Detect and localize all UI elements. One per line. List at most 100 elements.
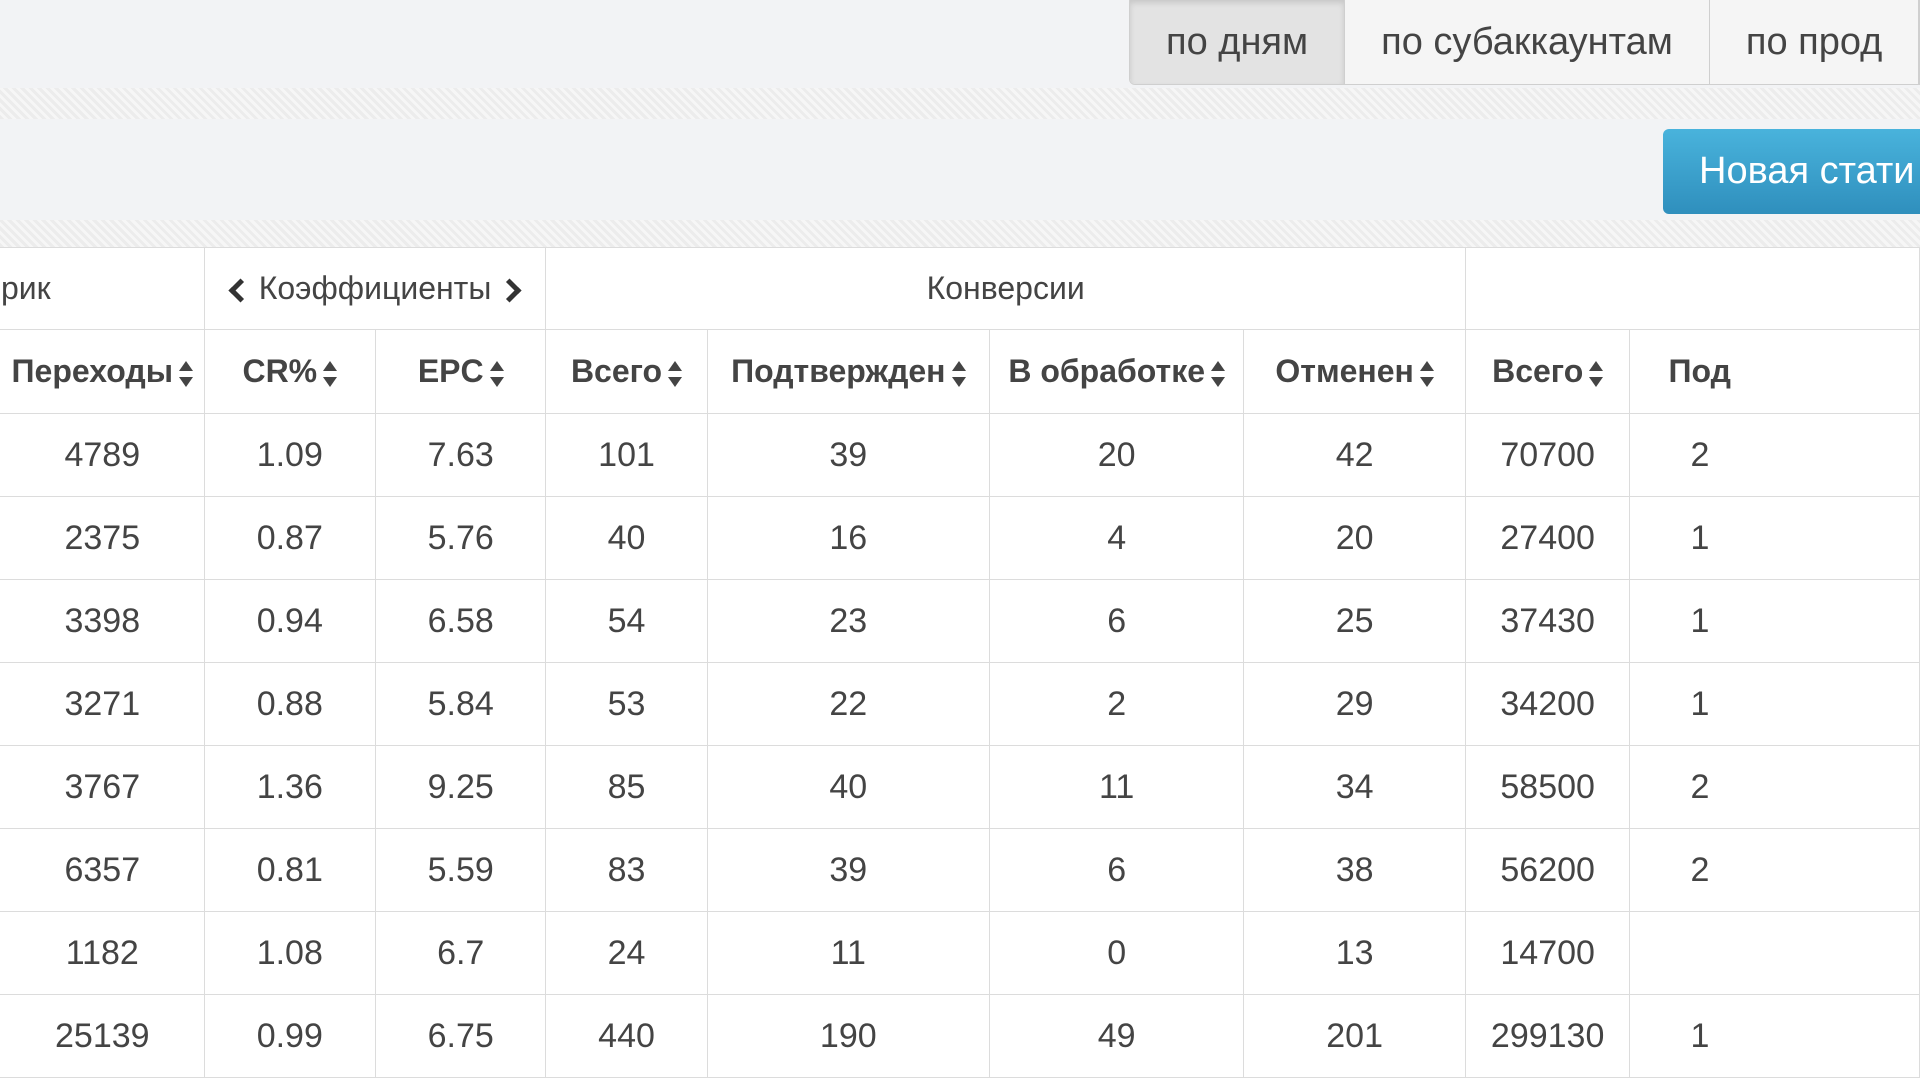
cell-value: 7.63 xyxy=(427,435,494,474)
sort-icon[interactable] xyxy=(1589,360,1604,387)
table-cell: 101 xyxy=(545,413,708,497)
group-header: Коэффициенты xyxy=(203,247,547,330)
cell-value: 9.25 xyxy=(427,767,494,806)
tab[interactable]: по прод xyxy=(1710,0,1920,84)
sort-icon[interactable] xyxy=(951,360,966,387)
table-cell: 14700 xyxy=(1464,911,1631,995)
table-cell: 22 xyxy=(706,662,990,746)
cell-value: 1 xyxy=(1690,684,1710,723)
column-header[interactable]: Переходы xyxy=(0,329,205,414)
table-cell: 1 xyxy=(1629,662,1920,746)
new-stat-button[interactable]: Новая стати xyxy=(1663,129,1920,214)
cell-value: 20 xyxy=(1097,435,1136,474)
table-cell: 13 xyxy=(1243,911,1466,995)
cell-value: 0.94 xyxy=(256,601,323,640)
table-row: 2375 0.87 5.76 40 16 4 20 27400 1 xyxy=(0,496,1920,580)
tab[interactable]: по субаккаунтам xyxy=(1345,0,1710,84)
table-cell: 190 xyxy=(706,994,990,1078)
next-icon[interactable] xyxy=(497,278,522,303)
table-row: 3398 0.94 6.58 54 23 6 25 37430 1 xyxy=(0,579,1920,663)
cell-value: 42 xyxy=(1335,435,1374,474)
sort-icon[interactable] xyxy=(1419,360,1434,387)
cell-value: 3767 xyxy=(64,767,141,806)
cell-value: 83 xyxy=(607,850,646,889)
table-cell: 54 xyxy=(545,579,708,663)
table-row: 6357 0.81 5.59 83 39 6 38 56200 2 xyxy=(0,828,1920,912)
column-header[interactable]: CR% xyxy=(203,329,377,414)
table-cell xyxy=(1629,911,1920,995)
cell-value: 1.36 xyxy=(256,767,323,806)
table-cell: 58500 xyxy=(1464,745,1631,829)
table-cell: 6.75 xyxy=(374,994,547,1078)
table-cell: 2 xyxy=(988,662,1245,746)
cell-value: 13 xyxy=(1335,933,1374,972)
column-label: Подтвержден xyxy=(731,353,946,389)
cell-value: 56200 xyxy=(1500,850,1595,889)
cell-value: 37430 xyxy=(1500,601,1595,640)
table-cell: 29 xyxy=(1243,662,1466,746)
cell-value: 20 xyxy=(1335,518,1374,557)
cell-value: 0.99 xyxy=(256,1016,323,1055)
column-header[interactable]: В обработке xyxy=(988,329,1245,414)
column-header[interactable]: Всего xyxy=(545,329,708,414)
sort-icon[interactable] xyxy=(489,360,504,387)
column-label: Отменен xyxy=(1275,353,1414,389)
sort-icon[interactable] xyxy=(179,360,194,387)
cell-value: 2 xyxy=(1107,684,1127,723)
cell-value: 3271 xyxy=(64,684,141,723)
group-label: Конверсии xyxy=(926,270,1085,306)
cell-value: 190 xyxy=(819,1016,877,1055)
table-cell: 2375 xyxy=(0,496,205,580)
cell-value: 58500 xyxy=(1500,767,1595,806)
group-header: Конверсии xyxy=(545,247,1466,330)
cell-value: 101 xyxy=(598,435,655,474)
table-cell: 440 xyxy=(545,994,708,1078)
table-cell: 5.59 xyxy=(374,828,547,912)
cell-value: 201 xyxy=(1326,1016,1383,1055)
column-header[interactable]: Всего xyxy=(1464,329,1631,414)
cell-value: 11 xyxy=(830,933,866,972)
cell-value: 440 xyxy=(598,1016,655,1055)
cell-value: 299130 xyxy=(1490,1016,1605,1055)
column-header[interactable]: Отменен xyxy=(1243,329,1466,414)
sort-icon[interactable] xyxy=(323,360,338,387)
cell-value: 49 xyxy=(1097,1016,1136,1055)
column-header[interactable]: EPC xyxy=(374,329,547,414)
column-label: Переходы xyxy=(11,353,174,389)
cell-value: 34 xyxy=(1335,767,1374,806)
table-cell: 42 xyxy=(1243,413,1466,497)
table-cell: 2 xyxy=(1629,828,1920,912)
cell-value: 70700 xyxy=(1500,435,1595,474)
prev-icon[interactable] xyxy=(228,278,253,303)
table-cell: 4 xyxy=(988,496,1245,580)
cell-value: 5.76 xyxy=(427,518,494,557)
table-cell: 39 xyxy=(706,828,990,912)
table-cell: 24 xyxy=(545,911,708,995)
table-cell: 83 xyxy=(545,828,708,912)
cell-value: 2 xyxy=(1690,850,1710,889)
cell-value: 38 xyxy=(1335,850,1374,889)
sort-icon[interactable] xyxy=(1211,360,1225,387)
column-label: EPC xyxy=(417,353,484,389)
table-cell: 0.88 xyxy=(203,662,377,746)
cell-value: 24 xyxy=(607,933,646,972)
tab[interactable]: по дням xyxy=(1130,0,1346,84)
column-header[interactable]: Подтвержден xyxy=(706,329,990,414)
cell-value: 14700 xyxy=(1500,933,1595,972)
cell-value: 6357 xyxy=(64,850,141,889)
cell-value: 3398 xyxy=(64,601,141,640)
table-cell: 20 xyxy=(1243,496,1466,580)
table-cell: 1 xyxy=(1629,579,1920,663)
table-cell: 1.36 xyxy=(203,745,377,829)
column-header[interactable]: Под xyxy=(1629,329,1920,414)
sort-icon[interactable] xyxy=(668,360,683,387)
cell-value: 39 xyxy=(829,850,868,889)
table-cell: 0.81 xyxy=(203,828,377,912)
cell-value: 1 xyxy=(1690,1016,1710,1055)
table-cell: 6357 xyxy=(0,828,205,912)
table-cell: 4789 xyxy=(0,413,205,497)
table-row: 4789 1.09 7.63 101 39 20 42 70700 2 xyxy=(0,413,1920,497)
table-cell: 3398 xyxy=(0,579,205,663)
cell-value: 5.84 xyxy=(427,684,494,723)
table-cell: 56200 xyxy=(1464,828,1631,912)
